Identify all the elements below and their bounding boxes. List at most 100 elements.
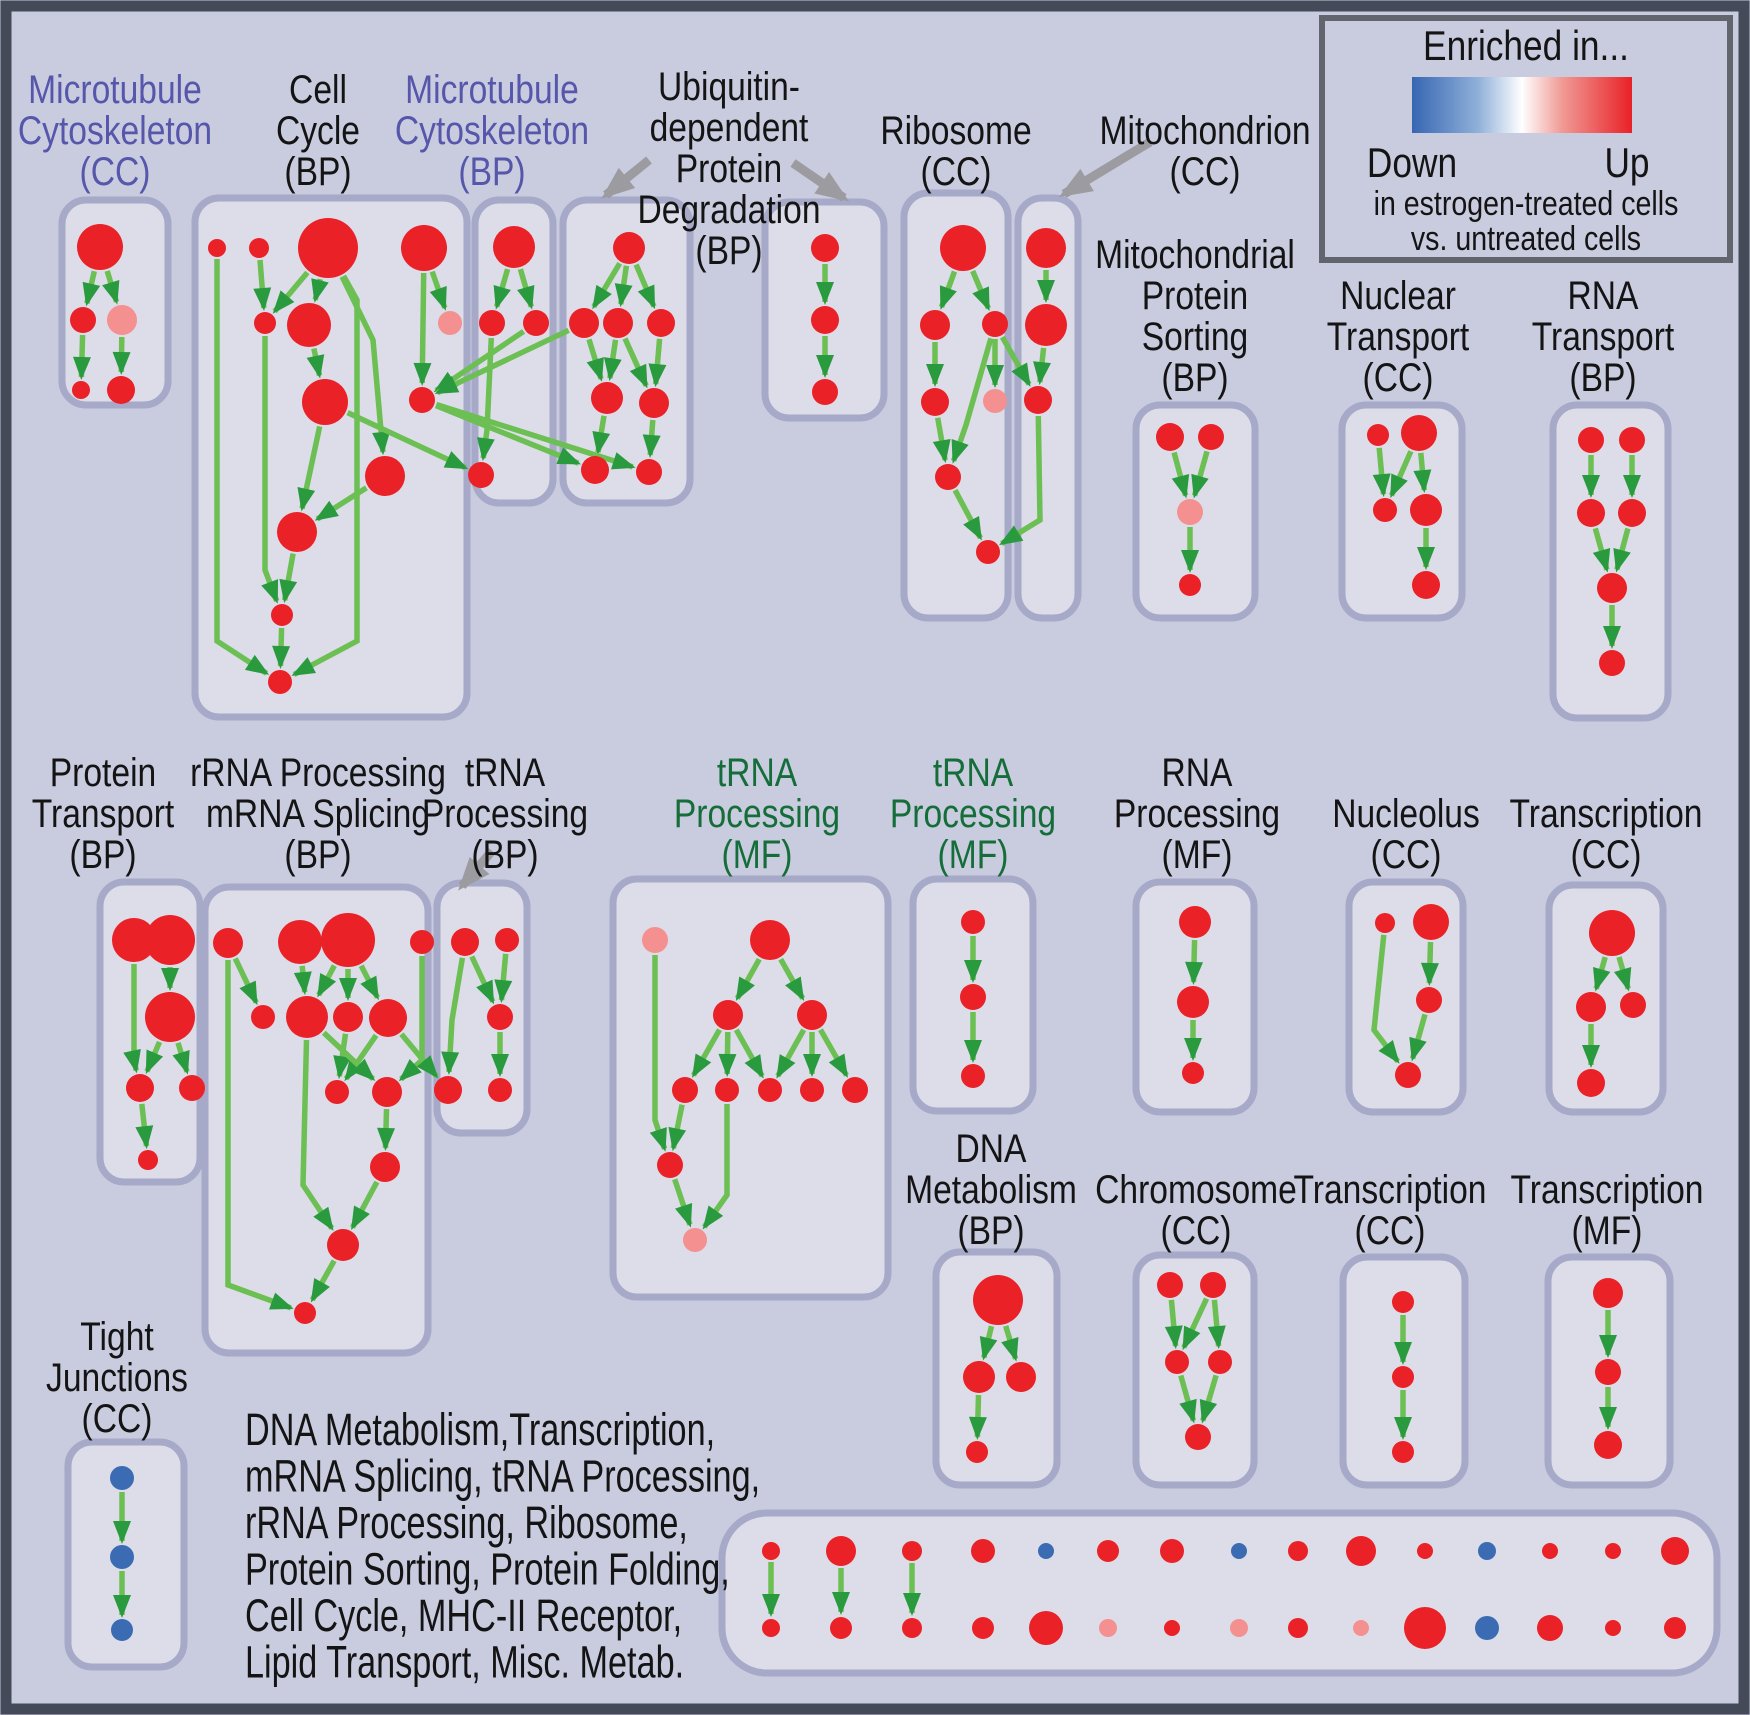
edge-u1t-u1c [633, 263, 657, 310]
go-term-node-ch1 [1157, 1272, 1183, 1298]
go-term-node-u2b [811, 306, 839, 334]
cross-edge-cci-u1f [434, 403, 582, 466]
edge-rr1-rr13 [225, 960, 294, 1311]
go-term-node-tbp2 [495, 928, 519, 952]
go-term-node-ccf [287, 303, 331, 347]
go-term-node-rb3 [982, 311, 1008, 337]
label-rrna-processing-mrna-splicing-line3: (BP) [284, 833, 351, 877]
label-protein-transport-line1: Protein [50, 751, 157, 795]
go-term-node-pt3 [145, 992, 195, 1042]
edge-tm10-tm11 [672, 1178, 693, 1228]
label-rna-transport-line1: RNA [1568, 274, 1639, 318]
cross-edge-u1a-cci [434, 327, 570, 396]
edge-ccc-ccf [311, 278, 329, 303]
edge-tm2-tm3 [734, 957, 762, 1002]
label-cell-cycle-line3: (BP) [284, 150, 351, 194]
go-term-node-ccm [268, 670, 292, 694]
go-term-node-nt3 [1373, 498, 1397, 522]
go-term-node-mb1 [493, 226, 535, 268]
edge-u1t-u1a [591, 261, 623, 310]
go-term-node-cci [409, 387, 435, 413]
edge-pt1-pt4 [123, 964, 141, 1074]
band-bottom-node-14 [1605, 1620, 1621, 1636]
go-term-node-rb5 [983, 389, 1007, 413]
go-term-node-tcb2 [1392, 1366, 1414, 1388]
edge-rp1-rp2 [1185, 939, 1204, 985]
go-term-node-tm4 [797, 1000, 827, 1030]
edge-nt2-nt4 [1413, 452, 1432, 494]
edge-tc1-tc2 [1593, 956, 1611, 992]
edge-tbp2-tbp3 [494, 953, 513, 1004]
go-term-node-rt6 [1599, 650, 1625, 676]
go-term-node-u1d [591, 382, 623, 414]
edge-u1b-u1e [622, 337, 649, 389]
go-term-node-tm2 [750, 920, 790, 960]
edge-cce-ccl [261, 336, 280, 604]
go-term-node-rr11 [370, 1152, 400, 1182]
go-term-node-rr4 [410, 930, 434, 954]
legend-box [1319, 15, 1733, 263]
go-term-node-rt2 [1619, 427, 1645, 453]
go-term-node-rr7 [333, 1002, 363, 1032]
go-term-node-ms1 [1156, 423, 1184, 451]
label-transcription-mf-line2: (MF) [1572, 1209, 1643, 1253]
go-term-node-nu1 [1375, 913, 1395, 933]
band-bottom-node-7 [1164, 1620, 1180, 1636]
edge-nt2-nt3 [1388, 450, 1414, 499]
go-term-node-tbp3 [487, 1004, 513, 1030]
label-ubiquitin-degradation-1-line2: dependent [650, 106, 809, 150]
label-trna-processing-mf-small-line1: tRNA [933, 751, 1014, 795]
go-term-node-ccb [249, 238, 269, 258]
label-trna-processing-bp-line1: tRNA [465, 751, 546, 795]
label-protein-transport-line3: (BP) [69, 833, 136, 877]
edge-rt3-rt5 [1592, 527, 1611, 573]
cross-edge-mt3-rb7 [999, 415, 1043, 546]
cross-edge-rb3-mt3 [1000, 335, 1032, 387]
label-transcription-cc-mid-line2: (CC) [1571, 833, 1642, 877]
band-top-node-6 [1097, 1540, 1119, 1562]
go-term-node-nt5 [1412, 571, 1440, 599]
band-top-node-13 [1542, 1543, 1558, 1559]
label-ribosome-cc-line2: (CC) [921, 150, 992, 194]
go-term-node-ccc [298, 218, 358, 278]
cross-edge-cci-u1g [435, 401, 636, 470]
go-term-node-tcb1 [1392, 1291, 1414, 1313]
edge-rr11-rr12 [350, 1180, 380, 1231]
go-term-node-nu3 [1416, 987, 1442, 1013]
edge-ccc-ccm [291, 274, 360, 677]
edge-rr7-rr9 [333, 1033, 352, 1080]
edge-rr6-rr10 [321, 1030, 376, 1082]
edge-rr10-rr11 [377, 1108, 396, 1151]
go-term-node-ccl [271, 604, 293, 626]
go-term-node-ch3 [1165, 1350, 1189, 1374]
cluster-box-transcription-cc-mid [1545, 881, 1667, 1116]
go-term-node-rt3 [1577, 499, 1605, 527]
edge-u1t-u1b [614, 265, 633, 308]
misc-annotation-line5: Cell Cycle, MHC-II Receptor, [245, 1590, 682, 1641]
band-top-node-9 [1288, 1541, 1308, 1561]
edge-ch2-ch4 [1207, 1299, 1226, 1350]
label-mitochondrion-cc-line1: Mitochondrion [1100, 109, 1311, 153]
go-term-node-ms3 [1177, 499, 1203, 525]
edge-nu1-nu4 [1371, 934, 1400, 1064]
edge-ch1-ch3 [1164, 1299, 1183, 1350]
go-term-node-u2c [812, 379, 838, 405]
label-nucleolus-cc-line1: Nucleolus [1332, 792, 1480, 836]
edge-rb4-rb6 [932, 417, 951, 464]
edge-tc1-tc3 [1613, 956, 1632, 992]
edge-ccf-cch [306, 347, 325, 379]
edge-nt1-nt3 [1372, 447, 1391, 498]
go-term-node-rr9 [325, 1080, 349, 1104]
go-term-node-u1t [613, 232, 645, 264]
go-term-node-tm3 [713, 1000, 743, 1030]
label-transcription-cc-bottom-line2: (CC) [1355, 1209, 1426, 1253]
go-term-node-ts3 [961, 1064, 985, 1088]
edge-rr3-rr6 [316, 964, 337, 998]
label-trna-processing-mf-small-line3: (MF) [938, 833, 1009, 877]
go-term-node-tm8 [800, 1078, 824, 1102]
go-term-node-nt2 [1401, 415, 1437, 451]
label-rrna-processing-mrna-splicing-line2: mRNA Splicing [206, 792, 430, 836]
go-term-node-nt1 [1367, 424, 1389, 446]
cross-edge-rr8-tbp4 [399, 1032, 439, 1079]
misc-annotation-line6: Lipid Transport, Misc. Metab. [245, 1637, 684, 1688]
